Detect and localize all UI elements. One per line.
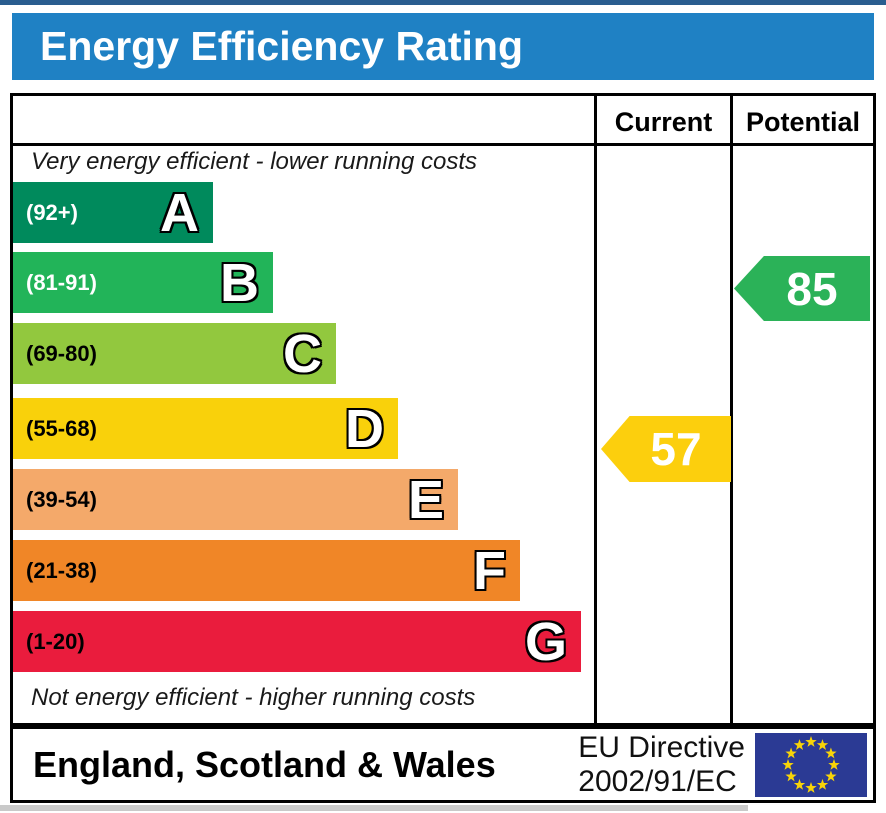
potential-column-divider <box>730 96 733 723</box>
band-range-label: (81-91) <box>26 269 97 295</box>
band-range-label: (69-80) <box>26 340 97 366</box>
band-letter: A <box>160 182 199 243</box>
header-row-divider <box>13 143 873 146</box>
bottom-edge-strip <box>0 805 748 811</box>
band-C: (69-80) C <box>13 323 336 384</box>
band-letter: C <box>283 323 322 384</box>
current-rating-value: 57 <box>650 423 702 475</box>
current-column-header: Current <box>614 107 713 137</box>
band-letter: D <box>345 398 384 459</box>
footer: England, Scotland & Wales EU Directive 2… <box>10 726 876 803</box>
current-column-divider <box>594 96 597 723</box>
band-range-label: (39-54) <box>26 486 97 512</box>
potential-rating-arrow: 85 <box>734 256 870 321</box>
band-range-label: (92+) <box>26 199 78 225</box>
band-A: (92+) A <box>13 182 213 243</box>
band-letter: B <box>220 252 259 313</box>
band-E: (39-54) E <box>13 469 458 530</box>
band-letter: F <box>473 540 506 601</box>
potential-rating-value: 85 <box>786 262 838 315</box>
band-letter: E <box>407 469 444 530</box>
band-F: (21-38) F <box>13 540 520 601</box>
top-edge-strip <box>0 0 886 5</box>
region-label: England, Scotland & Wales <box>33 743 496 785</box>
potential-column-header: Potential <box>745 107 860 137</box>
band-range-label: (21-38) <box>26 557 97 583</box>
band-D: (55-68) D <box>13 398 398 459</box>
page-title: Energy Efficiency Rating <box>40 23 524 69</box>
current-rating-arrow: 57 <box>601 416 731 482</box>
epc-chart: Current Potential Very energy efficient … <box>10 93 876 726</box>
caption-very-efficient: Very energy efficient - lower running co… <box>31 148 477 175</box>
eu-flag-icon <box>755 732 867 797</box>
caption-not-efficient: Not energy efficient - higher running co… <box>31 684 476 711</box>
band-G: (1-20) G <box>13 611 581 672</box>
band-range-label: (55-68) <box>26 415 97 441</box>
title-bar: Energy Efficiency Rating <box>12 13 874 80</box>
eu-directive-line1: EU Directive <box>578 730 745 764</box>
band-range-label: (1-20) <box>26 628 85 654</box>
eu-directive-line2: 2002/91/EC <box>578 764 737 798</box>
band-B: (81-91) B <box>13 252 273 313</box>
eu-directive-label: EU Directive 2002/91/EC <box>578 731 755 798</box>
band-letter: G <box>524 611 567 672</box>
